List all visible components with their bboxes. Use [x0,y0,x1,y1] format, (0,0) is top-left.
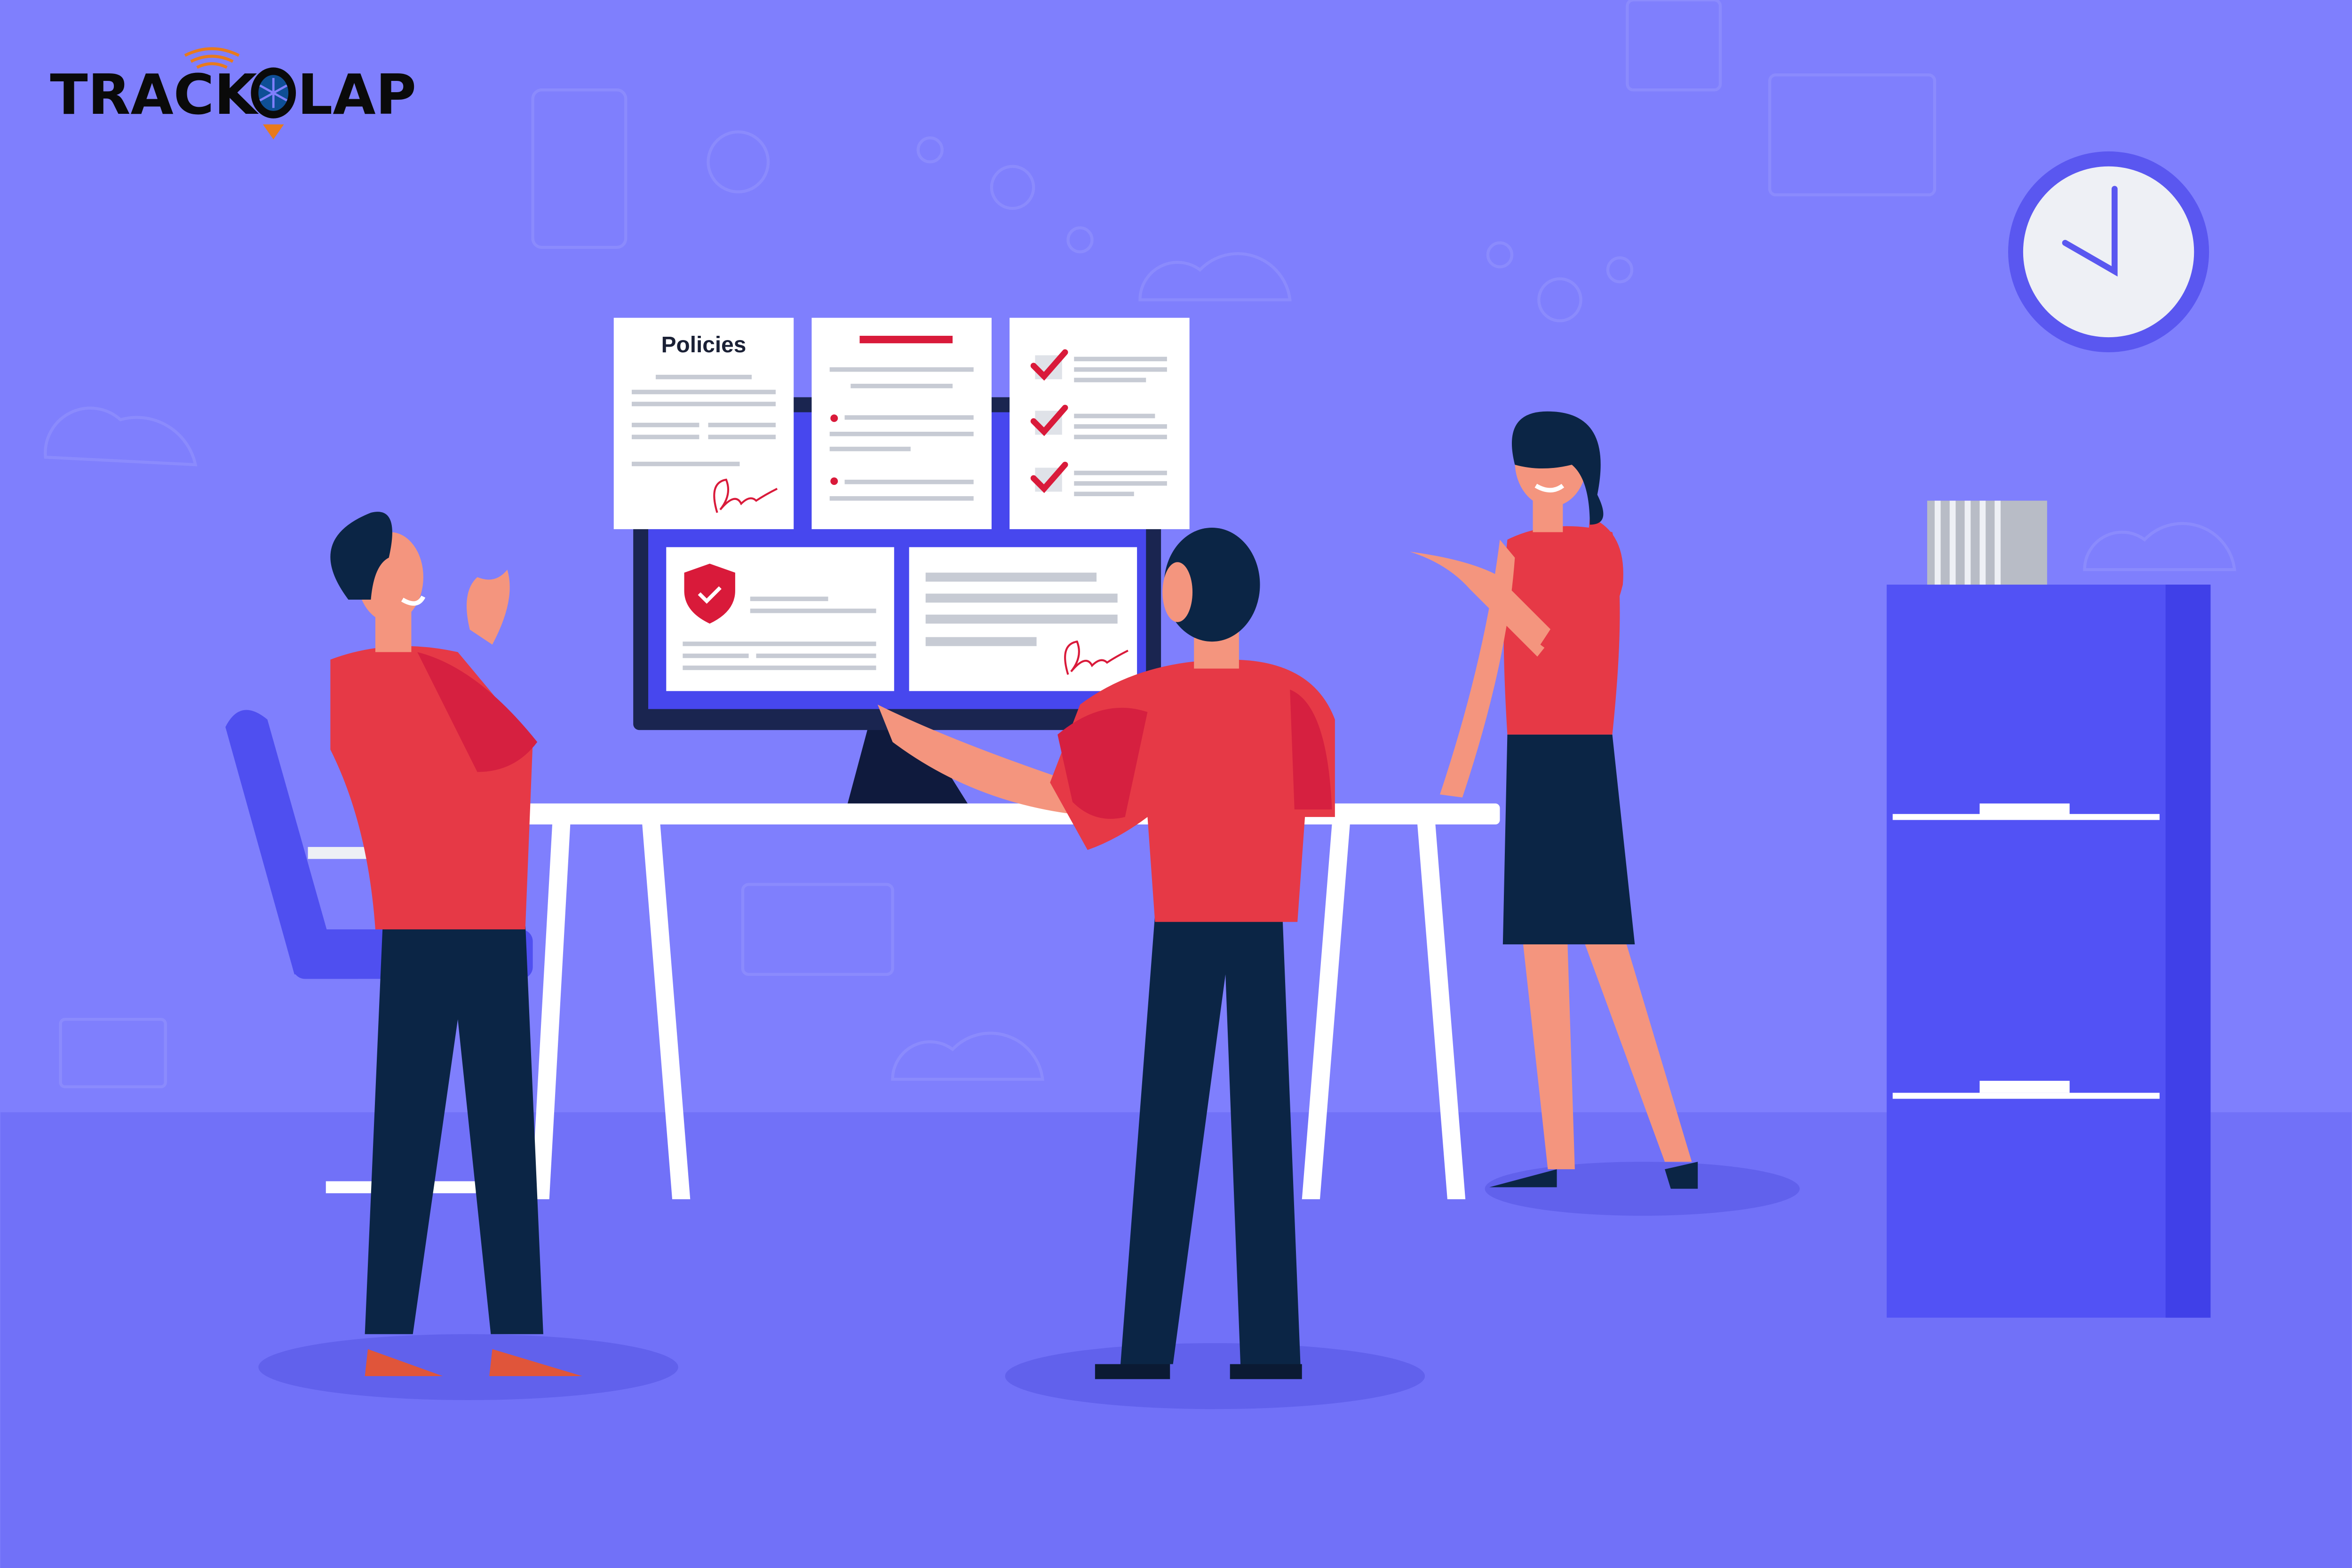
policies-title: Policies [661,333,747,357]
checklist-document [1009,317,1190,530]
logo-text-lap: LAP [297,63,416,127]
policies-document: Policies [613,317,794,530]
signature-icon [1064,640,1128,675]
signature-icon [713,478,778,513]
checkmark-icon [1030,349,1068,493]
person-center [877,527,1335,1379]
wifi-signal-icon [184,47,240,69]
trackolap-logo: TRACK LAP [50,47,416,140]
location-pin-icon [251,67,296,140]
logo-text-track: TRACK [50,63,259,127]
clock-icon [2008,151,2209,353]
floor-shadows [258,1162,1800,1410]
person-right [1410,411,1698,1189]
shield-check-icon [684,563,735,624]
filing-cabinet [1886,500,2211,1318]
security-card [666,547,894,691]
signed-card [909,547,1137,691]
person-left [330,512,582,1377]
list-document [811,317,992,530]
background-pattern [44,0,2236,1089]
